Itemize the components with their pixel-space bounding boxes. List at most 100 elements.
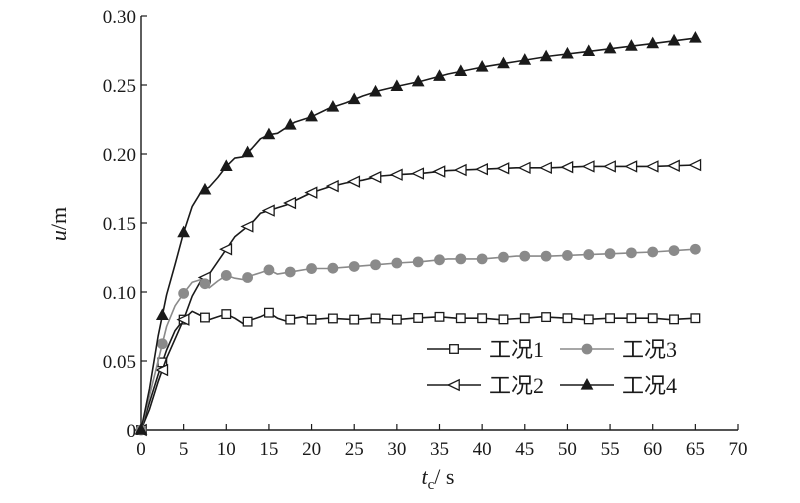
- data-point: [602, 160, 616, 173]
- data-point: [432, 165, 446, 178]
- data-point: [156, 338, 168, 350]
- data-point: [177, 225, 191, 238]
- data-point: [476, 253, 488, 265]
- legend-label: 工况3: [622, 337, 677, 362]
- legend-label: 工况2: [489, 373, 544, 398]
- data-point: [688, 31, 702, 43]
- data-point: [200, 312, 210, 323]
- data-point: [560, 160, 574, 174]
- data-point: [219, 242, 233, 256]
- data-point: [455, 313, 466, 324]
- data-point: [539, 49, 553, 62]
- data-point: [519, 313, 530, 324]
- data-point: [497, 56, 510, 69]
- data-point: [667, 33, 681, 46]
- data-point: [453, 163, 467, 177]
- data-point: [410, 167, 425, 180]
- data-point: [626, 313, 637, 324]
- data-point: [538, 161, 552, 175]
- data-point: [455, 253, 467, 265]
- data-point: [474, 162, 488, 176]
- legend-marker: [581, 343, 593, 355]
- data-point: [326, 100, 340, 112]
- x-tick-label: 45: [515, 439, 534, 460]
- data-point: [477, 313, 488, 324]
- data-point: [646, 36, 660, 49]
- data-point: [134, 422, 148, 435]
- data-point: [583, 249, 595, 260]
- x-tick-label: 70: [729, 439, 748, 460]
- data-point: [625, 39, 638, 51]
- series-line: [140, 164, 696, 431]
- data-point: [327, 262, 339, 274]
- series-line: [140, 310, 696, 431]
- data-point: [219, 159, 233, 172]
- data-point: [540, 250, 552, 262]
- data-point: [221, 309, 232, 320]
- series-2: [133, 158, 702, 437]
- data-point: [647, 246, 659, 258]
- y-tick-label: 0.20: [103, 145, 136, 166]
- data-point: [242, 272, 254, 283]
- data-point: [647, 313, 658, 324]
- y-tick-label: 0.25: [103, 76, 136, 97]
- data-point: [562, 313, 573, 324]
- data-point: [645, 160, 659, 173]
- x-tick-label: 35: [430, 439, 449, 460]
- data-point: [433, 69, 446, 81]
- x-tick-label: 55: [601, 439, 620, 460]
- data-point: [583, 314, 594, 325]
- data-point: [434, 254, 445, 266]
- x-tick-label: 65: [686, 439, 705, 460]
- data-point: [263, 264, 275, 276]
- data-point: [370, 313, 381, 324]
- y-tick-label: 0.05: [103, 352, 136, 373]
- data-point: [413, 313, 424, 323]
- data-point: [263, 307, 274, 318]
- data-point: [283, 196, 297, 210]
- data-point: [411, 74, 425, 87]
- series-1: [136, 307, 701, 435]
- data-point: [155, 308, 169, 321]
- x-tick-label: 40: [473, 439, 492, 460]
- data-point: [498, 251, 509, 263]
- legend-item: 工况3: [560, 337, 677, 362]
- data-point: [475, 60, 489, 72]
- y-tick-label: 0.30: [103, 7, 136, 28]
- series-4: [134, 31, 702, 435]
- legend-label: 工况4: [622, 373, 677, 398]
- series-group: [133, 31, 702, 437]
- x-tick-label: 15: [259, 439, 278, 460]
- data-point: [284, 266, 296, 278]
- data-point: [666, 159, 680, 172]
- data-point: [412, 256, 424, 268]
- x-axis-unit: / s: [434, 464, 454, 489]
- data-point: [349, 314, 360, 325]
- data-point: [368, 170, 382, 184]
- data-point: [668, 245, 680, 257]
- y-axis-ticks: 0 0.05 0.10 0.15 0.20 0.25 0.30: [103, 7, 147, 442]
- data-point: [306, 263, 317, 274]
- x-tick-label: 50: [558, 439, 577, 460]
- x-axis-symbol: t: [422, 464, 429, 489]
- x-tick-label: 30: [387, 439, 406, 460]
- data-point: [306, 314, 317, 325]
- x-axis-ticks: 0 5 10 15 20 25 30 35 40 45 50 55 60 65 70: [136, 424, 748, 460]
- data-point: [370, 259, 381, 271]
- x-axis-subscript: c: [428, 477, 435, 493]
- legend-marker: [449, 344, 459, 354]
- data-point: [519, 250, 531, 262]
- y-axis-symbol: u: [46, 230, 71, 241]
- y-tick-label: 0.15: [103, 214, 136, 235]
- legend-item: 工况4: [560, 373, 677, 398]
- data-point: [262, 127, 276, 140]
- x-tick-label: 10: [217, 439, 236, 460]
- series-line: [140, 37, 696, 431]
- data-point: [347, 175, 361, 188]
- y-tick-label: 0.10: [103, 283, 136, 304]
- legend-item: 工况2: [427, 373, 544, 398]
- data-point: [391, 314, 402, 325]
- data-point: [581, 160, 595, 173]
- data-point: [561, 46, 574, 59]
